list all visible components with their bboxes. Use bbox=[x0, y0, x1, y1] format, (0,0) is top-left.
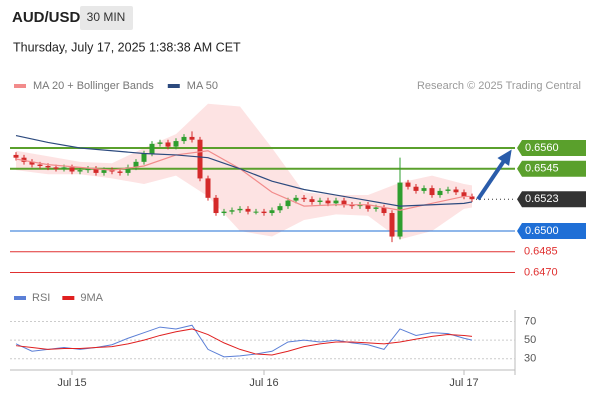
legend-label: MA 20 + Bollinger Bands bbox=[33, 80, 154, 92]
candle-body bbox=[101, 170, 107, 173]
candle-body bbox=[293, 197, 299, 201]
candle-body bbox=[421, 188, 427, 191]
candle-body bbox=[285, 200, 291, 207]
candle-body bbox=[301, 197, 307, 200]
candle-body bbox=[245, 208, 251, 212]
candle-body bbox=[61, 167, 67, 169]
level-box bbox=[517, 223, 586, 240]
x-tick-label: Jul 16 bbox=[249, 377, 278, 389]
candle-body bbox=[445, 189, 451, 191]
candle-body bbox=[133, 161, 139, 168]
candle-body bbox=[45, 165, 51, 168]
candle-body bbox=[381, 207, 387, 214]
level-label: 0.6545 bbox=[525, 163, 559, 175]
candle-body bbox=[29, 161, 35, 165]
level-label: 0.6485 bbox=[524, 246, 558, 258]
candle-body bbox=[253, 211, 259, 213]
level-label: 0.6470 bbox=[524, 266, 558, 278]
y-tick-label: 70 bbox=[524, 315, 536, 327]
candle-body bbox=[413, 186, 419, 191]
candle-body bbox=[357, 204, 363, 207]
forecast-arrowhead bbox=[497, 149, 512, 166]
candle-body bbox=[125, 167, 131, 173]
candle-body bbox=[37, 164, 43, 166]
candle-body bbox=[341, 200, 347, 205]
candle-body bbox=[205, 178, 211, 198]
candle-body bbox=[157, 142, 163, 144]
moving-average bbox=[15, 134, 473, 207]
moving-average bbox=[15, 150, 472, 211]
credit: Research © 2025 Trading Central bbox=[417, 80, 581, 92]
legend-label: MA 50 bbox=[187, 80, 218, 92]
candle-body bbox=[93, 168, 99, 173]
timestamp: Thursday, July 17, 2025 1:38:38 AM CET bbox=[13, 40, 241, 54]
candle-body bbox=[277, 206, 283, 211]
x-tick-label: Jul 17 bbox=[449, 377, 478, 389]
level-label: 0.6523 bbox=[525, 193, 559, 205]
forecast-arrow bbox=[476, 157, 508, 201]
candle-body bbox=[85, 168, 91, 171]
candle-body bbox=[109, 170, 115, 172]
interval: 30 MIN bbox=[87, 10, 126, 24]
candle-body bbox=[405, 182, 411, 187]
candle-body bbox=[173, 141, 179, 147]
legend-swatch bbox=[167, 84, 180, 88]
candle-body bbox=[181, 136, 187, 142]
candle-body bbox=[333, 200, 339, 204]
legend-swatch bbox=[14, 84, 26, 88]
interval-box bbox=[80, 6, 133, 30]
candle-body bbox=[437, 190, 443, 196]
candle-body bbox=[21, 157, 27, 162]
level-box bbox=[517, 139, 586, 156]
legend-swatch bbox=[14, 296, 26, 300]
candle-body bbox=[149, 143, 155, 154]
legend-label: RSI bbox=[32, 292, 50, 304]
candle-body bbox=[373, 207, 379, 209]
candle-body bbox=[117, 171, 123, 173]
candle-body bbox=[221, 211, 227, 214]
candle-body bbox=[13, 154, 19, 158]
candle-body bbox=[213, 197, 219, 214]
candle-body bbox=[197, 139, 203, 179]
candle-body bbox=[69, 167, 75, 172]
indicator-line bbox=[15, 328, 473, 356]
candle-body bbox=[309, 199, 315, 202]
symbol: AUD/USD bbox=[12, 9, 81, 26]
x-tick-label: Jul 15 bbox=[57, 377, 86, 389]
candle-body bbox=[429, 188, 435, 196]
y-tick-label: 30 bbox=[524, 353, 536, 365]
candle-body bbox=[317, 200, 323, 202]
candle-body bbox=[77, 170, 83, 172]
level-box bbox=[517, 191, 586, 208]
legend-swatch bbox=[62, 296, 75, 300]
candle-body bbox=[469, 196, 475, 200]
candle-body bbox=[365, 204, 371, 209]
candle-body bbox=[269, 210, 275, 214]
level-box bbox=[517, 160, 586, 177]
candle-body bbox=[229, 210, 235, 212]
level-label: 0.6500 bbox=[525, 225, 559, 237]
candle-body bbox=[349, 204, 355, 207]
candle-body bbox=[261, 211, 267, 214]
candle-body bbox=[397, 182, 403, 237]
candle-body bbox=[237, 208, 243, 211]
candle-body bbox=[53, 167, 59, 169]
candle-body bbox=[461, 192, 467, 197]
candle-body bbox=[141, 153, 147, 162]
candle-body bbox=[165, 142, 171, 147]
candle-body bbox=[325, 200, 331, 204]
candle-body bbox=[389, 213, 395, 237]
y-tick-label: 50 bbox=[524, 334, 536, 346]
candle-body bbox=[189, 136, 195, 140]
level-label: 0.6560 bbox=[525, 142, 559, 154]
legend-label: 9MA bbox=[80, 292, 103, 304]
candle-body bbox=[453, 189, 459, 193]
